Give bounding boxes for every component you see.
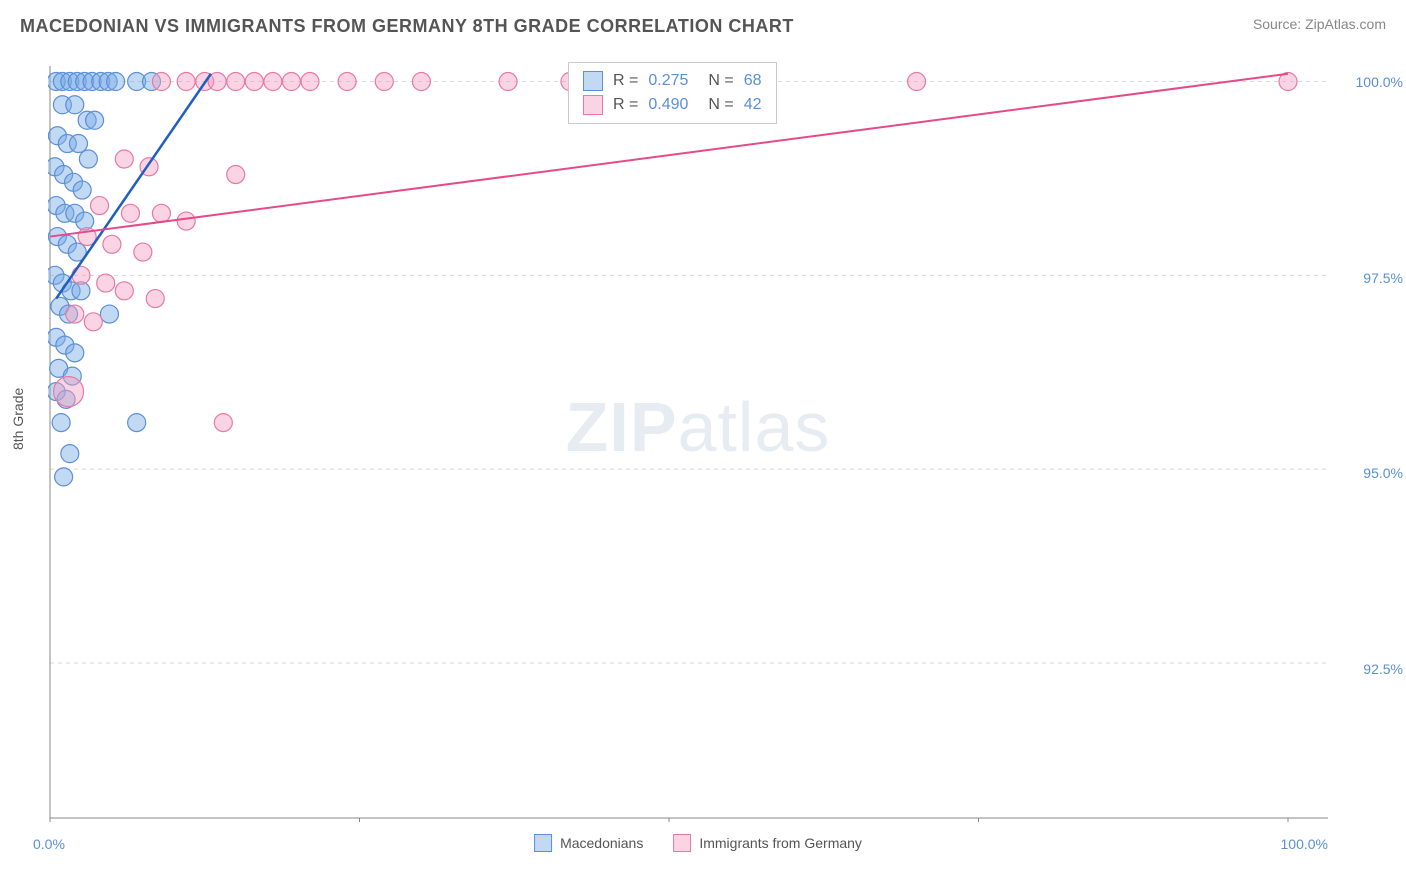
y-axis-label: 8th Grade	[10, 388, 26, 450]
stats-row-series-1: R = 0.490 N = 42	[583, 93, 762, 117]
y-tick-100: 100.0%	[1356, 74, 1403, 90]
legend-label-0: Macedonians	[560, 835, 643, 851]
stats-swatch-1	[583, 95, 603, 115]
stats-swatch-0	[583, 71, 603, 91]
chart-title: MACEDONIAN VS IMMIGRANTS FROM GERMANY 8T…	[20, 16, 794, 37]
legend-label-1: Immigrants from Germany	[699, 835, 862, 851]
x-tick-100: 100.0%	[1281, 836, 1328, 852]
legend-swatch-0	[534, 834, 552, 852]
stats-row-series-0: R = 0.275 N = 68	[583, 69, 762, 93]
x-tick-0: 0.0%	[33, 836, 65, 852]
legend-item-0: Macedonians	[534, 834, 643, 852]
y-tick-97-5: 97.5%	[1363, 270, 1403, 286]
chart-source: Source: ZipAtlas.com	[1253, 16, 1386, 32]
y-tick-92-5: 92.5%	[1363, 661, 1403, 677]
scatter-plot	[48, 62, 1348, 822]
y-tick-95: 95.0%	[1363, 465, 1403, 481]
legend-item-1: Immigrants from Germany	[673, 834, 862, 852]
chart-header: MACEDONIAN VS IMMIGRANTS FROM GERMANY 8T…	[0, 0, 1406, 45]
stats-legend-box: R = 0.275 N = 68 R = 0.490 N = 42	[568, 62, 777, 124]
legend-swatch-1	[673, 834, 691, 852]
bottom-legend: Macedonians Immigrants from Germany	[534, 834, 862, 852]
chart-container: 8th Grade ZIPatlas R = 0.275 N = 68 R = …	[48, 62, 1348, 822]
